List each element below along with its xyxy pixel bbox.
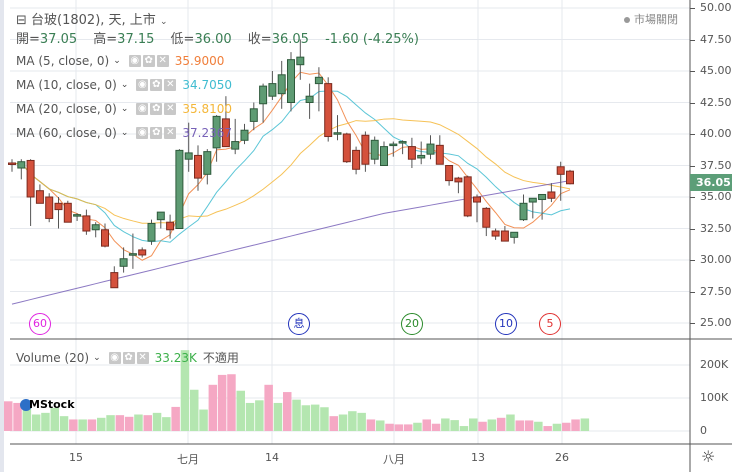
collapse-icon[interactable]: ⊟ (16, 13, 27, 28)
price-axis-label: 50.00 (700, 1, 732, 14)
time-axis-label: 15 (69, 451, 83, 464)
close-icon[interactable]: ✕ (164, 127, 177, 139)
eye-icon[interactable]: ◉ (128, 55, 141, 67)
price-axis-label: 32.50 (700, 221, 732, 235)
low-value: 36.00 (194, 32, 232, 47)
left-edge-bar (0, 0, 4, 472)
gear-icon[interactable]: ✿ (150, 103, 163, 115)
eye-icon[interactable]: ◉ (136, 79, 149, 91)
gear-icon[interactable]: ✿ (150, 127, 163, 139)
close-value: 36.05 (271, 32, 309, 47)
close-icon[interactable]: ✕ (164, 103, 177, 115)
chevron-down-icon[interactable]: ⌄ (93, 352, 101, 363)
last-price-tag: 36.05 (690, 174, 732, 191)
time-axis-label: 13 (471, 451, 485, 464)
price-axis-label: 47.50 (700, 32, 732, 46)
price-axis-label: 40.00 (700, 127, 732, 140)
ohlc-readout: 開=37.05 高=37.15 低=36.00 收=36.05 -1.60 (-… (16, 32, 419, 47)
price-axis-label: 42.50 (700, 95, 732, 109)
eye-icon[interactable]: ◉ (108, 351, 121, 364)
price-axis-label: 35.00 (700, 190, 732, 203)
chevron-down-icon[interactable]: ⌄ (113, 56, 121, 66)
price-axis-label: 27.50 (700, 284, 732, 298)
price-axis-label: 30.00 (700, 253, 732, 266)
volume-axis-label: 0 (700, 424, 707, 437)
price-axis-label: 45.00 (700, 64, 732, 77)
price-axis-label: 25.00 (700, 316, 732, 329)
volume-legend[interactable]: Volume (20) ⌄ ◉ ✿ ✕ 33.23K 不適用 (16, 350, 239, 366)
ma-marker-badge[interactable]: 5 (539, 313, 561, 335)
open-value: 37.05 (39, 32, 78, 47)
time-axis-label: 八月 (383, 453, 405, 466)
settings-gear-icon[interactable]: ☼ (701, 447, 716, 466)
chevron-down-icon[interactable]: ⌄ (120, 104, 129, 114)
change-value: -1.60 (-4.25%) (325, 32, 419, 47)
symbol-title[interactable]: ⊟ 台玻(1802), 天, 上市 ⌄ (16, 13, 168, 28)
ma-legend-2[interactable]: MA (20, close, 0) ⌄ ◉ ✿ ✕ 35.8100 (16, 102, 232, 116)
volume-axis-label: 100K (700, 391, 729, 404)
ma-marker-badge[interactable]: 息 (288, 313, 310, 335)
gear-icon[interactable]: ✿ (142, 55, 155, 67)
gear-icon[interactable]: ✿ (150, 79, 163, 91)
chevron-down-icon[interactable]: ⌄ (159, 17, 168, 27)
time-axis-label: 七月 (177, 453, 199, 466)
time-axis-label: 14 (265, 451, 279, 464)
time-axis-label: 26 (555, 451, 569, 464)
mstock-logo: MStock (20, 398, 75, 411)
ma-marker-badge[interactable]: 10 (495, 313, 517, 335)
ma-legend-0[interactable]: MA (5, close, 0) ⌄ ◉ ✿ ✕ 35.9000 (16, 54, 225, 68)
close-icon[interactable]: ✕ (156, 55, 169, 67)
close-icon[interactable]: ✕ (164, 79, 177, 91)
ma-marker-badge[interactable]: 60 (29, 313, 51, 335)
chevron-down-icon[interactable]: ⌄ (120, 128, 129, 138)
ma-marker-badge[interactable]: 20 (401, 313, 423, 335)
gear-icon[interactable]: ✿ (122, 351, 135, 364)
ma-legend-3[interactable]: MA (60, close, 0) ⌄ ◉ ✿ ✕ 37.2367 (16, 126, 232, 140)
eye-icon[interactable]: ◉ (136, 103, 149, 115)
chevron-down-icon[interactable]: ⌄ (120, 80, 129, 90)
price-axis-label: 37.50 (700, 158, 732, 172)
status-dot-icon (624, 17, 630, 23)
ma-legend-1[interactable]: MA (10, close, 0) ⌄ ◉ ✿ ✕ 34.7050 (16, 78, 232, 92)
high-value: 37.15 (117, 32, 155, 47)
eye-icon[interactable]: ◉ (136, 127, 149, 139)
close-icon[interactable]: ✕ (136, 351, 149, 364)
volume-axis-label: 200K (700, 358, 729, 371)
market-status: 市場關閉 (624, 11, 678, 27)
